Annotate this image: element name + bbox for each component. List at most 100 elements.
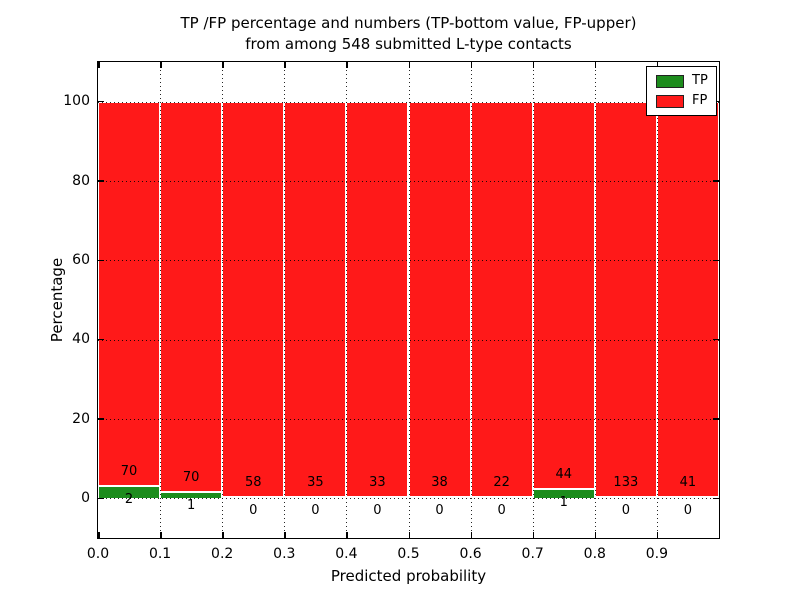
bar-segment-tp [161, 492, 222, 499]
x-tick-mark [594, 532, 597, 538]
fp-count-label: 38 [431, 475, 448, 491]
horizontal-gridline [98, 339, 719, 341]
bar-segment-fp [223, 101, 284, 499]
bar-segment-tp [533, 489, 594, 499]
y-axis-label: Percentage [48, 257, 66, 343]
vertical-gridline [470, 62, 472, 538]
bar-segment-fp [595, 101, 656, 499]
legend-swatch [656, 94, 684, 108]
bar-segment-fp [161, 101, 222, 493]
x-tick-mark [408, 62, 410, 68]
fp-count-label: 33 [369, 475, 386, 491]
y-tick-mark [713, 180, 719, 182]
horizontal-gridline [98, 419, 719, 420]
y-tick-label: 80 [72, 172, 90, 189]
x-tick-label: 0.2 [211, 546, 234, 562]
y-tick-mark [98, 418, 104, 420]
x-tick-mark [160, 62, 162, 68]
legend-label: FP [692, 93, 708, 108]
y-tick-mark [98, 259, 104, 262]
vertical-gridline [656, 62, 658, 538]
x-tick-mark [222, 62, 224, 68]
legend-label: TP [692, 73, 708, 88]
y-tick-mark [98, 497, 104, 500]
horizontal-gridline [98, 101, 719, 103]
x-tick-mark [222, 532, 224, 538]
x-tick-mark [656, 62, 659, 68]
legend-item: FP [647, 92, 716, 112]
horizontal-gridline [98, 498, 719, 500]
x-tick-label: 0.7 [521, 546, 544, 562]
bar-segment-fp [285, 101, 346, 499]
plot-area: 70 2 70 1 58 0 35 0 33 0 38 0 22 0 44 1 133 0 41 0 [97, 61, 720, 539]
vertical-gridline [284, 62, 286, 538]
y-tick-label: 40 [72, 331, 90, 348]
vertical-gridline [346, 62, 348, 538]
fp-count-label: 41 [679, 475, 697, 491]
x-tick-label: 0.5 [397, 546, 420, 562]
x-tick-mark [470, 532, 473, 538]
tp-count-label: 0 [683, 503, 693, 519]
x-tick-mark [408, 532, 410, 538]
fp-count-label: 70 [182, 469, 200, 485]
fp-count-label: 22 [493, 475, 510, 491]
tp-count-label: 0 [373, 503, 382, 519]
x-tick-mark [346, 532, 348, 538]
tp-count-label: 1 [187, 497, 196, 513]
tp-count-label: 0 [435, 503, 444, 519]
horizontal-gridline [98, 260, 719, 262]
chart-title-line1: TP /FP percentage and numbers (TP-bottom… [180, 14, 637, 32]
tp-count-label: 0 [311, 503, 320, 519]
horizontal-gridline [98, 181, 719, 182]
x-tick-label: 0.8 [583, 546, 606, 562]
x-tick-label: 0.4 [335, 546, 358, 562]
x-tick-mark [98, 62, 100, 68]
vertical-gridline [222, 62, 224, 538]
fp-count-label: 35 [307, 475, 324, 491]
tp-count-label: 0 [249, 503, 258, 519]
x-tick-mark [532, 532, 535, 538]
vertical-gridline [160, 62, 162, 538]
y-tick-label: 100 [63, 93, 90, 110]
y-tick-label: 60 [72, 251, 90, 268]
y-tick-label: 20 [72, 410, 90, 427]
bar-segment-fp [657, 101, 718, 499]
x-tick-mark [346, 62, 348, 68]
x-tick-label: 0.6 [459, 546, 482, 562]
vertical-gridline [532, 62, 534, 538]
x-tick-mark [98, 532, 100, 538]
bar-segment-fp [99, 101, 160, 488]
x-tick-mark [532, 62, 535, 68]
legend-item: TP [647, 72, 716, 92]
fp-count-label: 70 [120, 464, 138, 480]
bar-segment-fp [347, 101, 408, 499]
vertical-gridline [408, 62, 410, 538]
x-tick-mark [656, 532, 659, 538]
tp-count-label: 0 [497, 503, 506, 519]
x-axis-label: Predicted probability [330, 567, 487, 585]
y-tick-mark [713, 259, 719, 262]
bar-segment-fp [471, 101, 532, 499]
y-tick-label: 0 [81, 489, 90, 506]
y-tick-mark [98, 338, 104, 341]
y-tick-mark [713, 418, 719, 420]
fp-count-label: 58 [244, 475, 262, 491]
x-tick-label: 0.3 [273, 546, 296, 562]
bar-segment-fp [533, 101, 594, 490]
bar-segment-fp [409, 101, 470, 499]
bar-segment-tp [99, 487, 160, 499]
legend-swatch [656, 74, 684, 88]
legend: TP FP [646, 66, 717, 116]
x-tick-mark [284, 532, 286, 538]
x-tick-label: 0.9 [645, 546, 669, 562]
y-tick-mark [713, 497, 719, 500]
fp-count-label: 133 [613, 475, 639, 491]
fp-count-label: 44 [555, 466, 572, 482]
y-tick-mark [713, 338, 719, 341]
tp-count-label: 1 [559, 494, 568, 510]
x-tick-label: 0.0 [86, 546, 110, 562]
tp-count-label: 0 [621, 503, 630, 519]
chart-title-line2: from among 548 submitted L-type contacts [245, 35, 572, 53]
x-tick-mark [594, 62, 597, 68]
